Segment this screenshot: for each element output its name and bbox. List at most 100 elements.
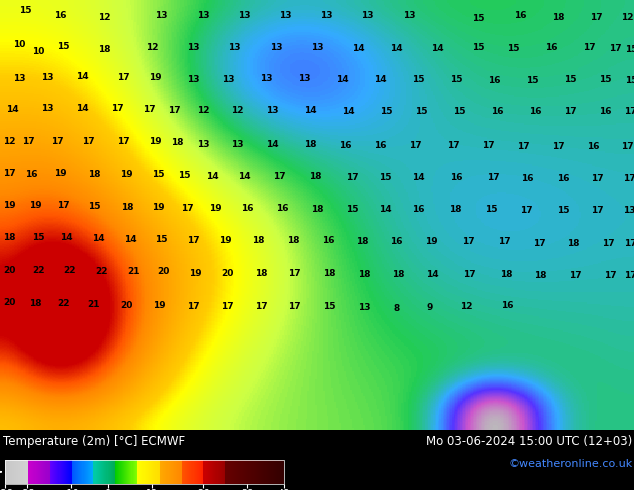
Text: 15: 15 — [346, 205, 358, 214]
Text: 15: 15 — [152, 170, 165, 179]
Text: 19: 19 — [149, 138, 162, 147]
Text: 17: 17 — [624, 239, 634, 247]
Text: 13: 13 — [238, 11, 250, 20]
Text: 13: 13 — [228, 43, 241, 52]
Text: 15: 15 — [526, 76, 539, 85]
Text: 19: 19 — [189, 269, 202, 278]
Text: 9: 9 — [427, 303, 433, 312]
Text: 18: 18 — [309, 172, 322, 181]
Text: 16: 16 — [276, 204, 288, 213]
Text: 18: 18 — [449, 205, 462, 214]
Text: 13: 13 — [320, 11, 333, 21]
Text: 13: 13 — [187, 43, 200, 52]
Text: 13: 13 — [623, 206, 634, 215]
Text: 14: 14 — [206, 172, 219, 181]
Text: 17: 17 — [221, 302, 233, 311]
Text: 17: 17 — [624, 271, 634, 280]
Text: 15: 15 — [19, 6, 32, 15]
Text: 13: 13 — [279, 11, 292, 21]
Text: 19: 19 — [425, 237, 437, 246]
Text: 13: 13 — [403, 11, 415, 21]
Text: 17: 17 — [187, 302, 200, 311]
Text: 14: 14 — [304, 106, 317, 115]
Text: 16: 16 — [599, 107, 612, 116]
Text: 14: 14 — [266, 140, 279, 148]
Text: 18: 18 — [358, 270, 371, 278]
Text: 14: 14 — [426, 270, 439, 278]
Text: 13: 13 — [298, 74, 311, 83]
Text: 15: 15 — [57, 42, 70, 50]
Text: 18: 18 — [255, 269, 268, 278]
Text: 13: 13 — [269, 43, 282, 52]
Text: 18: 18 — [323, 269, 336, 278]
Text: 12: 12 — [231, 106, 244, 115]
Text: 12: 12 — [3, 137, 16, 146]
Text: 17: 17 — [168, 106, 181, 115]
Text: 21: 21 — [127, 268, 139, 276]
Text: 17: 17 — [51, 137, 63, 146]
Text: 19: 19 — [209, 204, 222, 213]
Text: 17: 17 — [604, 271, 616, 280]
Text: 18: 18 — [98, 45, 111, 54]
Text: 17: 17 — [57, 201, 70, 210]
Text: 19: 19 — [152, 203, 165, 212]
Text: 15: 15 — [624, 45, 634, 54]
Text: 12: 12 — [146, 43, 158, 52]
Text: 19: 19 — [54, 169, 67, 178]
Text: 19: 19 — [120, 170, 133, 179]
Text: 13: 13 — [222, 75, 235, 84]
Text: 16: 16 — [501, 301, 514, 310]
Text: 18: 18 — [356, 237, 369, 246]
Text: 19: 19 — [29, 201, 41, 210]
Text: 17: 17 — [624, 107, 634, 116]
Text: 13: 13 — [41, 104, 54, 113]
Text: 15: 15 — [564, 75, 577, 84]
Text: 18: 18 — [552, 13, 564, 22]
Text: 14: 14 — [352, 44, 365, 53]
Text: 22: 22 — [57, 299, 70, 308]
Text: 16: 16 — [514, 11, 526, 21]
Text: 16: 16 — [25, 170, 38, 179]
Text: 20: 20 — [3, 266, 16, 275]
Text: 8: 8 — [393, 304, 399, 313]
Text: Mo 03-06-2024 15:00 UTC (12+03): Mo 03-06-2024 15:00 UTC (12+03) — [427, 435, 633, 448]
Text: 15: 15 — [624, 76, 634, 85]
Text: 17: 17 — [591, 174, 604, 183]
Text: 17: 17 — [22, 138, 35, 147]
Text: 13: 13 — [197, 140, 209, 148]
Text: 14: 14 — [92, 234, 105, 243]
Text: 12: 12 — [197, 106, 209, 115]
Text: 13: 13 — [361, 11, 374, 21]
Text: 13: 13 — [197, 11, 209, 20]
Text: 16: 16 — [339, 141, 352, 150]
Text: 16: 16 — [450, 173, 463, 182]
Text: 14: 14 — [431, 44, 444, 53]
Text: 20: 20 — [120, 301, 133, 310]
Text: 16: 16 — [412, 205, 425, 214]
Text: 16: 16 — [54, 11, 67, 20]
Text: 14: 14 — [76, 104, 89, 113]
Text: 17: 17 — [255, 302, 268, 311]
Text: 17: 17 — [181, 204, 193, 213]
Text: 17: 17 — [82, 137, 95, 146]
Text: 15: 15 — [453, 107, 466, 116]
Text: 15: 15 — [485, 205, 498, 214]
Text: 18: 18 — [287, 236, 299, 245]
Text: 15: 15 — [507, 44, 520, 53]
Text: 17: 17 — [609, 44, 621, 53]
Text: 16: 16 — [491, 107, 504, 116]
Text: 14: 14 — [374, 75, 387, 84]
Text: 17: 17 — [487, 173, 500, 182]
Text: 17: 17 — [552, 142, 564, 151]
Text: 18: 18 — [171, 138, 184, 147]
Text: 17: 17 — [623, 174, 634, 183]
Text: 14: 14 — [342, 107, 355, 116]
Text: 17: 17 — [482, 141, 495, 150]
Text: 16: 16 — [241, 204, 254, 213]
Text: 16: 16 — [545, 43, 558, 52]
Text: 13: 13 — [187, 75, 200, 84]
Text: 13: 13 — [311, 43, 323, 52]
Text: 14: 14 — [6, 105, 19, 114]
Text: 13: 13 — [260, 74, 273, 83]
Text: 17: 17 — [463, 270, 476, 278]
